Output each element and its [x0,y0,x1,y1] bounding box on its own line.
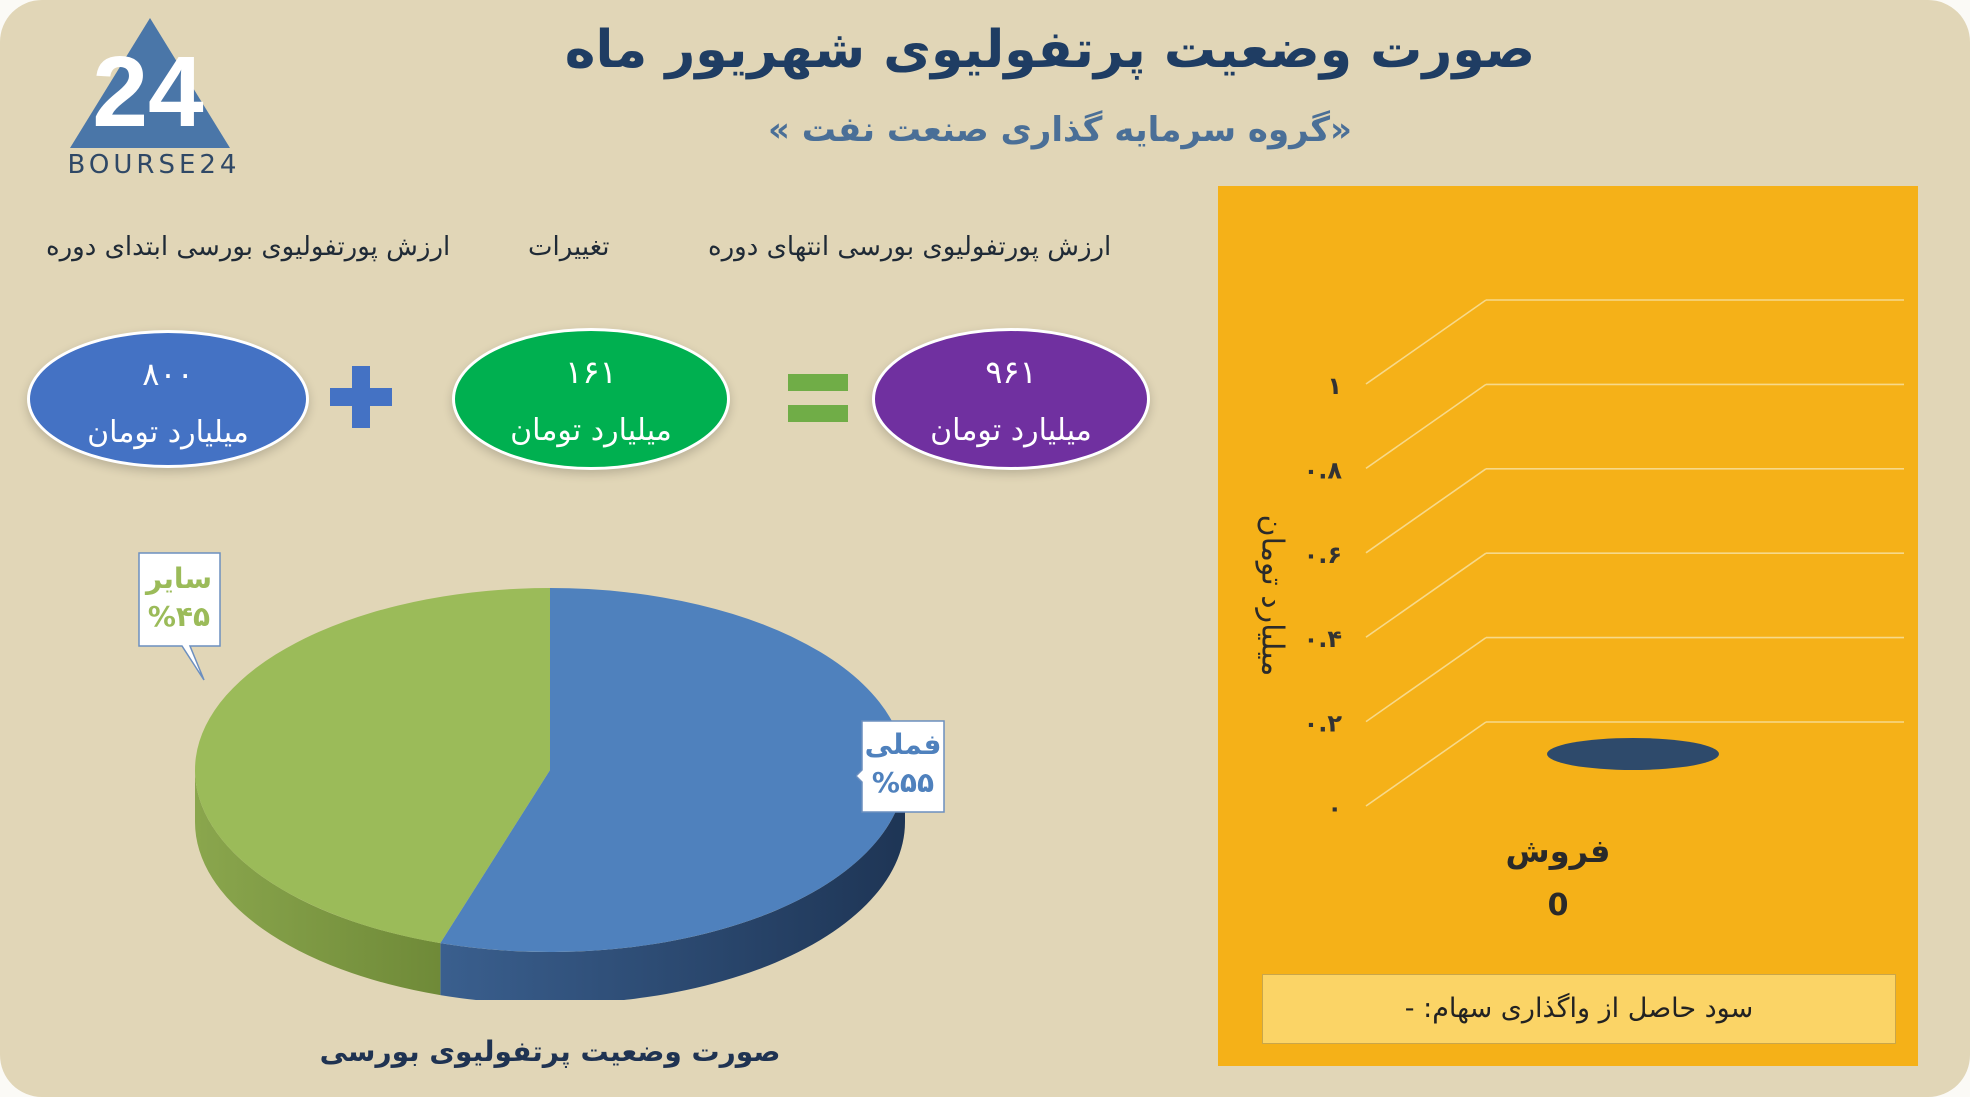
change-label: تغییرات [528,232,610,262]
y-tick-label: ۰ [1327,794,1342,822]
y-tick-label: ۰.۴ [1304,625,1342,653]
bourse24-logo: 24 [60,14,250,184]
pie-chart-title: صورت وضعیت پرتفولیوی بورسی [319,1035,781,1068]
start-value: ۸۰۰ [142,355,194,393]
pie-callout-fameli: فملی %۵۵ [856,720,945,813]
gridline-diagonal [1365,299,1487,385]
equals-icon [788,372,848,424]
page-title: صورت وضعیت پرتفولیوی شهریور ماه [564,20,1536,80]
gridline-diagonal [1365,721,1487,807]
pie-label-other-value: %۴۵ [147,600,211,633]
page-subtitle: «گروه سرمایه گذاری صنعت نفت » [768,110,1352,150]
change-value: ۱۶۱ [565,353,617,391]
end-value: ۹۶۱ [985,353,1037,391]
plus-icon [330,366,392,428]
pie-side-0 [440,770,905,1000]
x-category-label: فروش [1505,832,1611,870]
portfolio-pie-chart [195,588,906,1000]
x-category-value: 0 [1547,888,1569,923]
pie-slice-other [195,588,551,944]
y-tick-label: ۰.۶ [1304,541,1342,569]
gridline-diagonal [1365,552,1487,638]
y-tick-label: ۰.۲ [1304,710,1343,738]
end-value-unit: میلیارد تومان [930,413,1092,448]
y-tick-label: ۱ [1327,372,1342,400]
change-value-ellipse: ۱۶۱ میلیارد تومان [452,328,730,470]
pie-label-fameli-value: %۵۵ [871,766,935,799]
pie-label-other-name: سایر [146,562,212,595]
sales-bar-chart: ۰ ۰.۲ ۰.۴ ۰.۶ ۰.۸ ۱ [1304,299,1904,822]
y-tick-label: ۰.۸ [1304,456,1343,484]
pie-side-1 [195,770,441,996]
gridline-diagonal [1365,636,1487,723]
end-value-label: ارزش پورتفولیوی بورسی انتهای دوره [708,232,1112,262]
pie-callout-other: سایر %۴۵ [138,552,222,681]
logo-text: BOURSE24 [67,150,241,180]
start-value-unit: میلیارد تومان [87,415,249,450]
svg-text:24: 24 [92,36,204,148]
bar-sales [1547,738,1719,770]
start-value-label: ارزش پورتفولیوی بورسی ابتدای دوره [46,232,451,262]
change-value-unit: میلیارد تومان [510,413,672,448]
divestment-profit-note: سود حاصل از واگذاری سهام: - [1262,974,1896,1044]
y-axis-title: میلیارد تومان [1254,514,1290,677]
pie-slice-fameli [440,588,906,952]
end-value-ellipse: ۹۶۱ میلیارد تومان [872,328,1150,470]
sales-bar-chart-panel: ۰ ۰.۲ ۰.۴ ۰.۶ ۰.۸ ۱ میلیارد تومان فروش 0 سود … [1218,186,1918,1066]
start-value-ellipse: ۸۰۰ میلیارد تومان [27,330,309,468]
gridline-diagonal [1365,383,1487,470]
pie-label-fameli-name: فملی [864,728,942,761]
gridline-diagonal [1365,468,1487,554]
